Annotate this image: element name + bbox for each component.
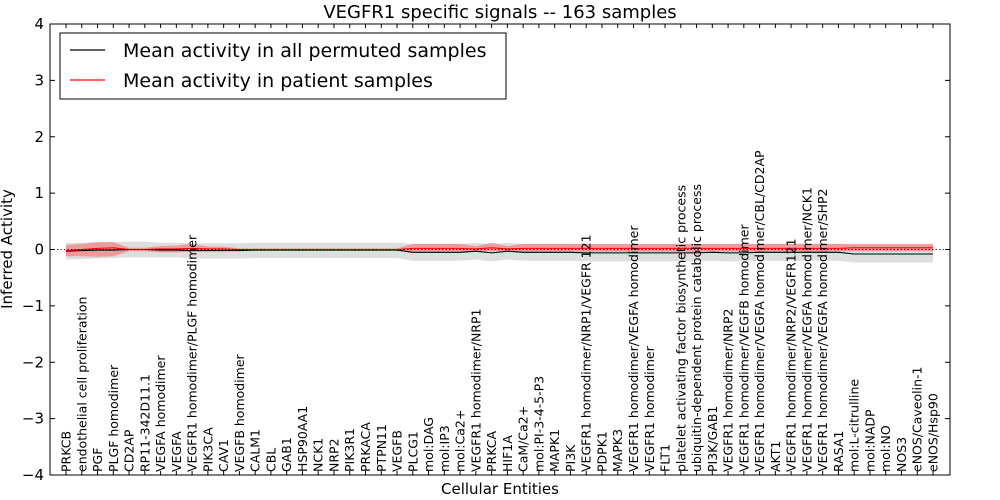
x-tick-label: PLCG1 (405, 431, 420, 472)
x-tick-label: NCK1 (311, 438, 326, 472)
y-axis-label: Inferred Activity (0, 189, 16, 309)
y-tick-label: 4 (34, 15, 44, 33)
x-tick-label: HIF1A (500, 435, 515, 472)
x-tick-label: endothelial cell proliferation (74, 297, 89, 472)
x-tick-label: mol:NO (878, 425, 893, 472)
y-tick-label: 0 (34, 241, 44, 259)
x-tick-label: PI3K/GAB1 (705, 406, 720, 472)
x-tick-label: VEGFR1 homodimer/NRP2 (721, 309, 736, 472)
legend-box (59, 32, 507, 100)
x-tick-label: mol:DAG (421, 417, 436, 472)
x-tick-label: CBL (263, 448, 278, 472)
chart-title: VEGFR1 specific signals -- 163 samples (323, 2, 676, 23)
x-tick-label: VEGFR1 homodimer (642, 345, 657, 472)
x-tick-label: mol:NADP (862, 409, 877, 472)
x-tick-label: RASA1 (831, 431, 846, 472)
x-axis: PRKCB endothelial cell proliferation PGF PL… (59, 24, 941, 475)
x-tick-label: VEGFA homodimer (153, 355, 168, 472)
x-tick-label: PI3K (563, 444, 578, 472)
x-tick-label: NRP2 (326, 438, 341, 472)
x-tick-label: MAPK3 (610, 429, 625, 472)
x-tick-label: mol:IP3 (437, 425, 452, 472)
legend: Mean activity in all permuted samples Me… (59, 32, 507, 100)
x-tick-label: CALM1 (248, 429, 263, 472)
x-tick-label: VEGFR1 homodimer/VEGFA homodimer/SHP2 (815, 188, 830, 472)
x-tick-label: eNOS/Caveolin-1 (910, 367, 925, 472)
x-tick-label: PIK3R1 (342, 428, 357, 472)
x-tick-label: MAPK1 (547, 429, 562, 472)
x-tick-label: PRKCA (484, 431, 499, 472)
x-tick-label: ubiquitin-dependent protein catabolic pr… (689, 184, 704, 472)
x-tick-label: mol:L-citrulline (847, 379, 862, 472)
series-lines (65, 247, 933, 255)
x-tick-label: PRKCB (59, 431, 74, 472)
y-tick-label: −1 (22, 297, 44, 315)
y-tick-label: 1 (34, 184, 44, 202)
x-axis-label: Cellular Entities (441, 480, 559, 498)
x-tick-label: PGF (90, 448, 105, 472)
x-tick-label: PIK3CA (200, 427, 215, 472)
x-tick-label: mol:Ca2+ (453, 410, 468, 472)
x-tick-label: VEGFB (390, 430, 405, 472)
x-tick-label: NOS3 (894, 437, 909, 472)
y-tick-label: 3 (34, 71, 44, 89)
legend-label-patient: Mean activity in patient samples (123, 70, 433, 92)
x-tick-label: VEGFA (169, 431, 184, 472)
x-tick-label: FLT1 (658, 444, 673, 472)
legend-label-permuted: Mean activity in all permuted samples (123, 40, 486, 62)
x-tick-label: PDPK1 (594, 431, 609, 472)
x-tick-label: VEGFR1 homodimer/VEGFB homodimer (736, 224, 751, 472)
x-tick-label: HSP90AA1 (295, 406, 310, 472)
x-tick-label: VEGFR1 homodimer/NRP1/VEGFR 121 (579, 234, 594, 472)
x-tick-label: eNOS/Hsp90 (926, 393, 941, 472)
x-tick-label: GAB1 (279, 437, 294, 472)
x-tick-label: VEGFR1 homodimer/VEGFA homodimer/NCK1 (799, 187, 814, 472)
y-axis: −4 −3 −2 −1 0 1 2 3 4 (22, 15, 950, 484)
x-tick-label: RP11-342D11.1 (137, 374, 152, 472)
line-patient (65, 247, 933, 252)
y-tick-label: −3 (22, 410, 44, 428)
x-tick-label: mol:PI-3-4-5-P3 (531, 376, 546, 472)
x-tick-label: VEGFR1 homodimer/PLGF homodimer (185, 234, 200, 472)
x-tick-label: VEGFR1 homodimer/VEGFA homodimer (626, 225, 641, 472)
x-tick-label: VEGFR1 homodimer/NRP2/VEGFR121 (784, 238, 799, 472)
x-tick-label: platelet activating factor biosynthetic … (673, 185, 688, 472)
x-tick-label: VEGFR1 homodimer/NRP1 (468, 309, 483, 472)
x-tick-label: AKT1 (768, 441, 783, 472)
x-tick-label: VEGFB homodimer (232, 353, 247, 472)
x-tick-label: VEGFR1 homodimer/VEGFA homodimer/CBL/CD2… (752, 150, 767, 472)
x-tick-label: PRKACA (358, 422, 373, 472)
y-tick-label: −4 (22, 466, 44, 484)
line-permuted (65, 248, 933, 255)
x-tick-label: PTPN11 (374, 424, 389, 472)
x-tick-label: CaM/Ca2+ (516, 406, 531, 472)
y-tick-label: 2 (34, 128, 44, 146)
x-tick-label: PLGF homodimer (106, 364, 121, 472)
x-tick-label: CD2AP (122, 429, 137, 472)
x-tick-label: CAV1 (216, 439, 231, 472)
y-tick-label: −2 (22, 353, 44, 371)
